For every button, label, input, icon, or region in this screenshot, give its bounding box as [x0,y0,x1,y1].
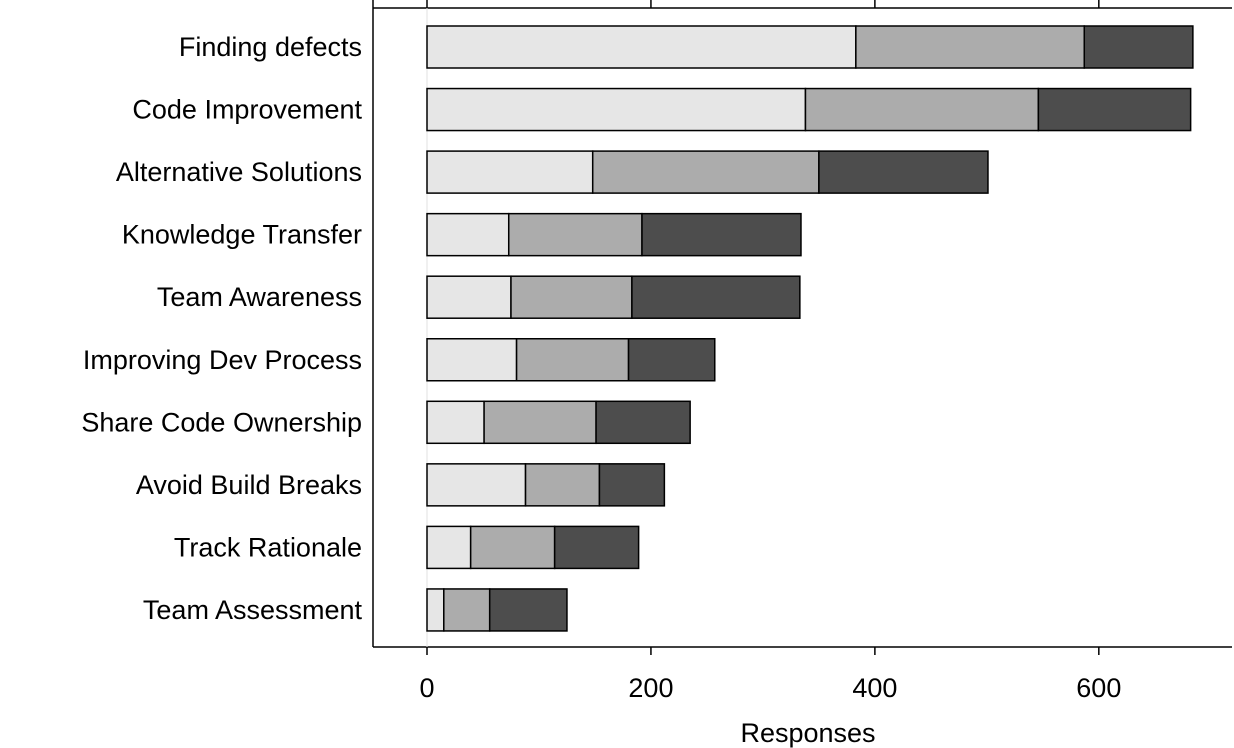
bar-segment-2-alternative-solutions [591,150,820,194]
bar-segment-3-track-rationale [553,525,640,570]
bar-segment-3-alternative-solutions [818,150,989,194]
category-label: Avoid Build Breaks [136,470,362,500]
bar-segment-1-code-improvement [426,87,807,132]
category-label: Alternative Solutions [116,157,362,187]
bar-segment-1-track-rationale [426,525,472,570]
x-tick-label: 0 [419,673,434,703]
category-label: Team Assessment [143,595,363,625]
x-tick-label: 600 [1076,673,1121,703]
bar-segment-1-share-code-ownership [426,400,485,445]
bar-segment-3-avoid-build-breaks [598,463,666,507]
bar-segment-3-team-assessment [488,588,568,632]
bar-segment-2-knowledge-transfer [507,212,643,257]
bar-segment-1-knowledge-transfer [426,212,510,257]
x-tick-label: 200 [628,673,673,703]
category-label: Code Improvement [132,95,362,125]
bar-segment-1-improving-dev-process [426,338,518,382]
category-label: Track Rationale [174,532,362,562]
category-label: Share Code Ownership [81,407,362,437]
bar-segment-2-avoid-build-breaks [524,463,601,507]
category-label: Team Awareness [157,282,362,312]
x-tick-label: 400 [852,673,897,703]
category-label: Knowledge Transfer [122,220,362,250]
bar-segment-2-track-rationale [469,525,556,570]
bar-segment-1-alternative-solutions [426,150,594,194]
bar-segment-2-finding-defects [855,25,1086,69]
category-label: Improving Dev Process [83,345,362,375]
bar-segment-2-team-awareness [510,275,633,319]
bar-segment-1-team-awareness [426,275,512,319]
bar-segment-1-finding-defects [426,25,857,69]
bar-segment-3-team-awareness [631,275,801,319]
x-axis-ticks: 0 200 400 600 [419,0,1121,703]
bar-segment-2-improving-dev-process [515,338,630,382]
category-labels: Finding defects Code Improvement Alternati… [81,32,362,625]
x-axis-title: Responses [740,718,875,748]
bar-segment-2-share-code-ownership [483,400,597,445]
bar-segment-3-knowledge-transfer [641,212,802,257]
bar-segment-2-code-improvement [804,87,1040,132]
bar-segment-1-avoid-build-breaks [426,463,527,507]
bar-segment-3-code-improvement [1037,87,1192,132]
bars [426,25,1194,632]
bar-segment-3-improving-dev-process [627,338,716,382]
bar-segment-1-team-assessment [426,588,445,632]
category-label: Finding defects [179,32,362,62]
bar-segment-2-team-assessment [443,588,491,632]
bar-segment-3-finding-defects [1083,25,1194,69]
bar-segment-3-share-code-ownership [595,400,691,445]
